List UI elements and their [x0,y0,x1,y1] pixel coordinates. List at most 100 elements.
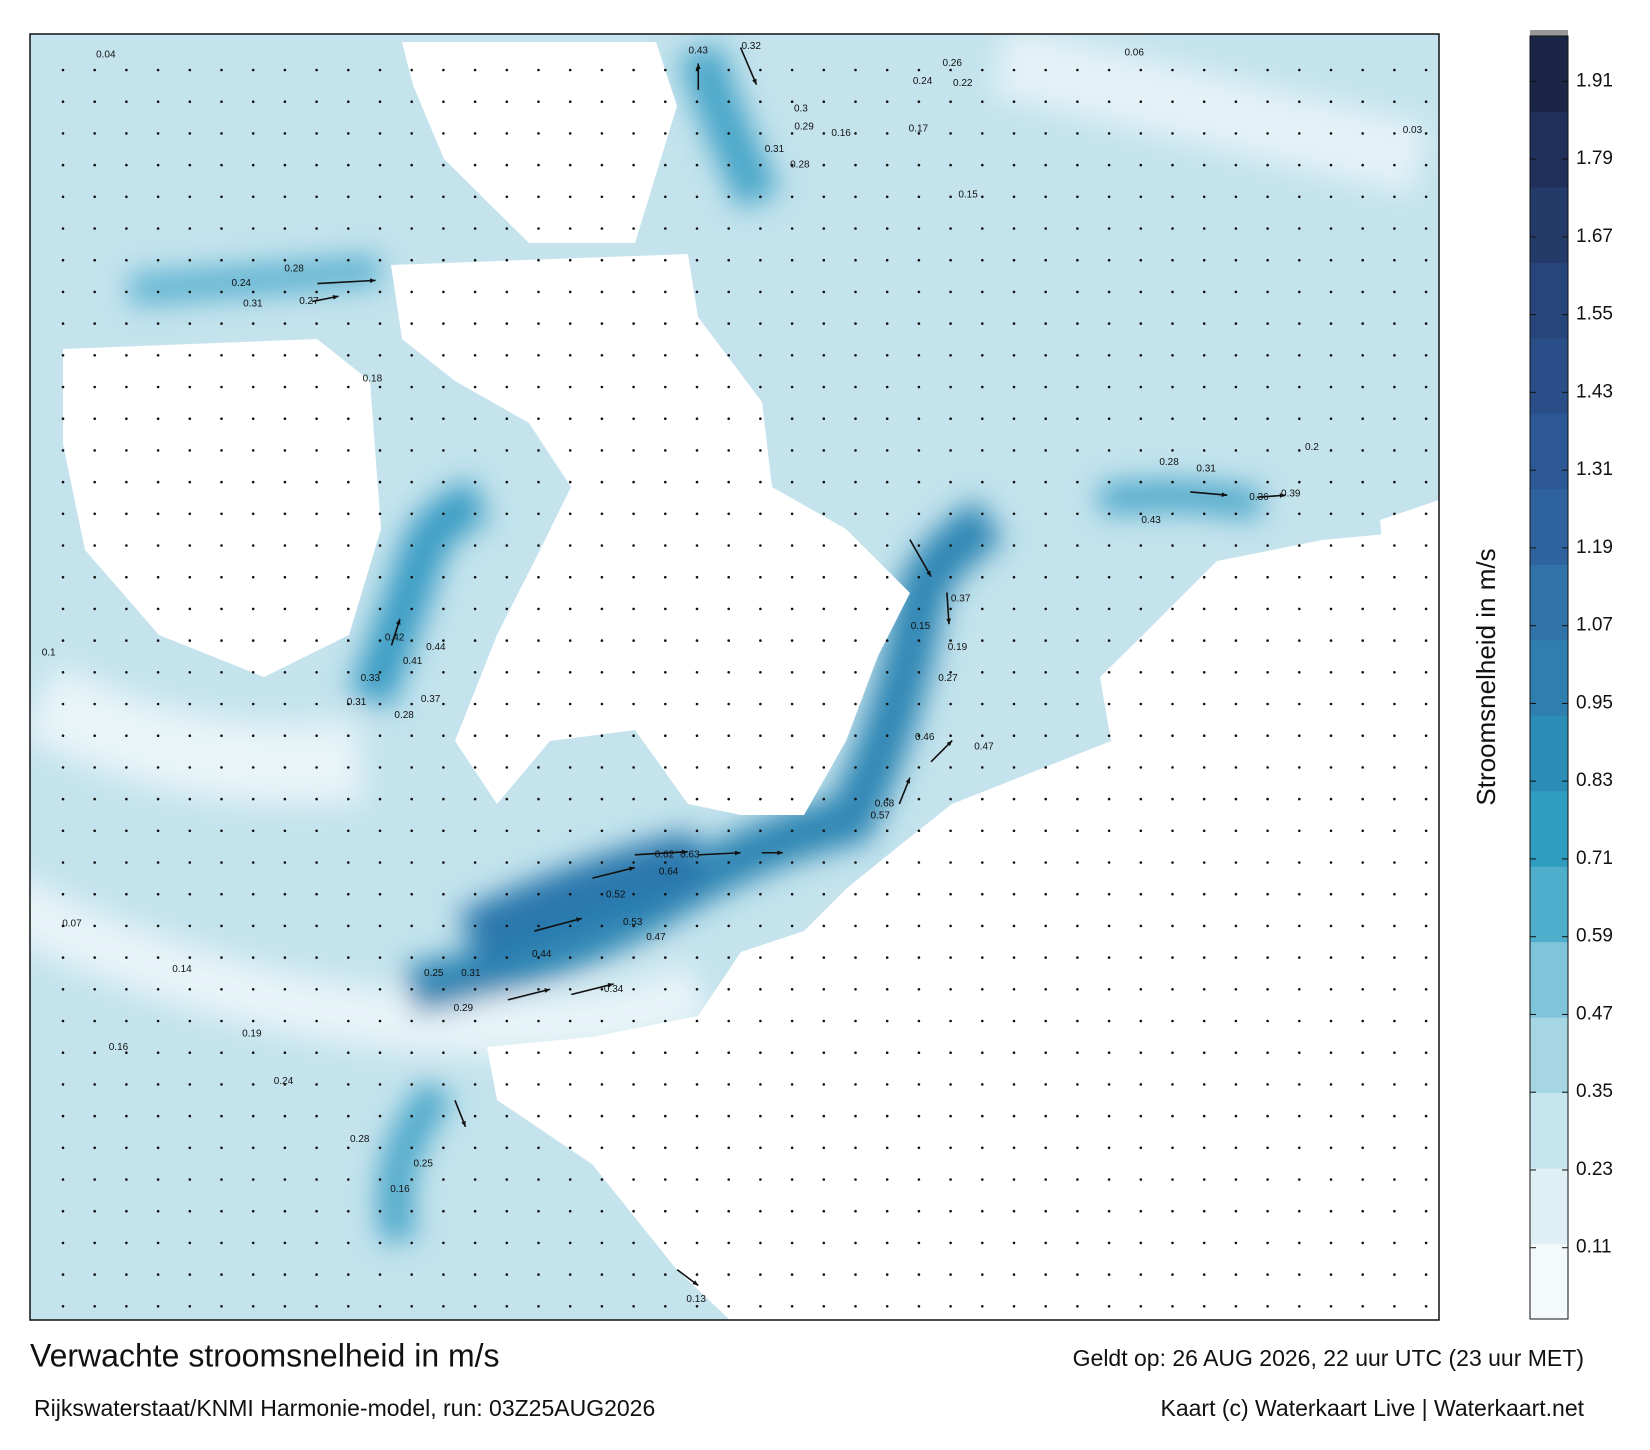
grid-dot [1393,322,1396,325]
grid-dot [156,702,160,706]
grid-dot [917,734,921,737]
grid-dot [1361,988,1364,991]
grid-dot [1361,512,1364,516]
grid-dot [1361,354,1364,357]
grid-dot [251,227,255,230]
current-arrow [739,47,758,85]
colorbar-band [1530,866,1568,943]
grid-dot [568,322,572,325]
grid-dot [251,924,255,928]
grid-dot [1329,1051,1333,1054]
grid-dot [442,258,445,262]
grid-dot [885,734,889,737]
grid-dot [949,702,952,706]
grid-dot [600,544,604,547]
grid-dot [1202,322,1206,325]
grid-dot [1361,322,1364,325]
grid-dot [949,449,952,452]
grid-dot [505,924,509,928]
grid-dot [505,544,509,547]
grid-dot [1234,480,1238,484]
grid-dot [315,861,318,864]
grid-dot [632,1273,635,1276]
grid-dot [822,544,826,547]
grid-dot [283,1241,287,1245]
grid-dot [1298,1178,1301,1181]
grid-dot [1266,639,1269,642]
grid-dot [1266,258,1269,262]
grid-dot [347,829,350,833]
grid-dot [1044,1114,1047,1118]
arrow-head [369,278,376,284]
grid-dot [727,385,730,389]
grid-dot [410,449,414,452]
grid-dot [1107,1114,1111,1118]
grid-dot [61,227,65,230]
current-arrow [1190,491,1228,496]
grid-dot [727,956,730,959]
current-arrow [909,539,932,578]
grid-dot [378,1305,382,1308]
grid-dot [1329,766,1333,769]
grid-dot [917,671,921,674]
current-arrow [317,279,376,285]
grid-dot [727,195,730,199]
grid-dot [568,1114,572,1118]
grid-dot [949,988,952,991]
grid-dot [1266,988,1269,991]
grid-dot [410,1146,414,1150]
grid-dot [347,671,350,674]
grid-dot [283,544,287,547]
grid-dot [1012,322,1016,325]
grid-dot [283,956,287,959]
grid-dot [790,163,794,167]
grid-dot [854,956,857,959]
grid-dot [378,163,382,167]
grid-dot [695,163,699,167]
grid-dot [251,1019,255,1023]
grid-dot [1107,1209,1111,1213]
grid-dot [347,734,350,737]
grid-dot [727,892,730,896]
grid-dot [1202,100,1206,103]
grid-dot [1202,354,1206,357]
grid-dot [1361,1178,1364,1181]
grid-dot [664,575,667,579]
grid-dot [410,480,414,484]
grid-dot [1107,829,1111,833]
grid-dot [885,956,889,959]
grid-dot [664,988,667,991]
grid-dot [981,100,984,103]
grid-dot [1044,195,1047,199]
grid-dot [1202,163,1206,167]
grid-dot [1171,1019,1174,1023]
grid-dot [1107,607,1111,611]
grid-dot [1329,100,1333,103]
grid-dot [1234,829,1238,833]
grid-dot [1171,892,1174,896]
grid-dot [442,417,445,421]
grid-dot [568,988,572,991]
grid-dot [188,354,192,357]
grid-dot [188,449,192,452]
grid-dot [759,861,762,864]
grid-dot [1139,639,1143,642]
grid-dot [1107,861,1111,864]
grid-dot [885,163,889,167]
grid-dot [505,68,509,72]
grid-dot [410,68,414,72]
grid-dot [1076,1083,1079,1086]
grid-dot [1424,1083,1428,1086]
grid-dot [727,734,730,737]
grid-dot [885,480,889,484]
grid-dot [537,1146,540,1150]
grid-dot [537,1178,540,1181]
grid-dot [790,100,794,103]
grid-dot [473,1273,477,1276]
grid-dot [1171,1146,1174,1150]
grid-dot [251,1051,255,1054]
grid-dot [885,449,889,452]
grid-dot [1234,1051,1238,1054]
grid-dot [917,385,921,389]
grid-dot [885,1305,889,1308]
